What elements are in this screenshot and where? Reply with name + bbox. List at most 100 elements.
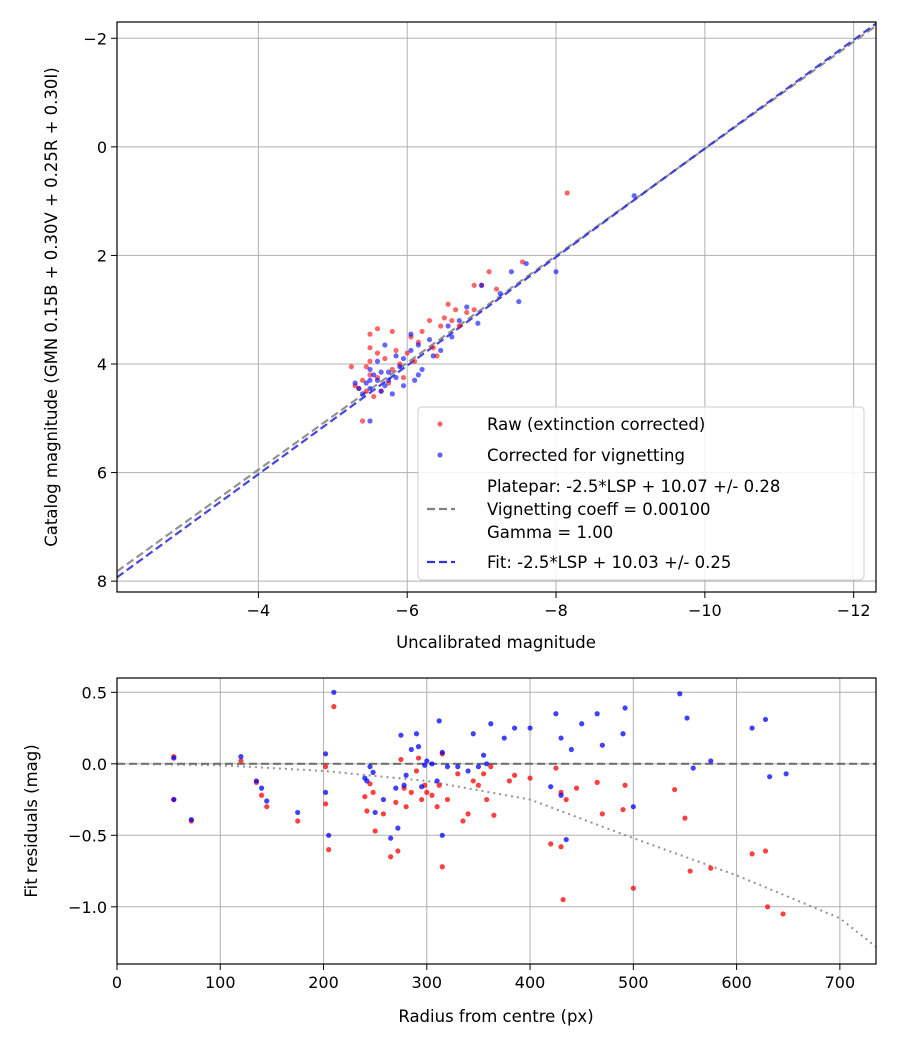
data-point: [471, 282, 477, 288]
y-tick-label: −2: [83, 29, 107, 48]
data-point: [258, 792, 265, 798]
data-point: [506, 778, 513, 784]
data-point: [452, 307, 459, 313]
data-point: [188, 816, 194, 823]
data-point: [439, 864, 445, 870]
data-point: [389, 366, 395, 373]
bottom-lines: [117, 762, 876, 948]
data-point: [380, 796, 387, 803]
data-point: [429, 792, 435, 798]
data-point: [398, 756, 404, 763]
data-point: [367, 372, 373, 378]
y-tick-label: 8: [97, 572, 107, 591]
data-point: [380, 811, 387, 817]
data-point: [419, 328, 425, 335]
data-point: [465, 768, 471, 774]
bottom-x-axis-label: Radius from centre (px): [398, 1007, 593, 1026]
data-point: [449, 317, 455, 324]
data-point: [363, 388, 369, 394]
data-point: [470, 731, 476, 737]
data-point: [424, 789, 430, 796]
data-point: [386, 377, 392, 383]
data-point: [408, 347, 414, 354]
y-tick-label: 4: [97, 355, 107, 374]
data-point: [594, 779, 600, 785]
data-point: [620, 731, 626, 737]
data-point: [558, 792, 564, 798]
data-point: [464, 309, 470, 316]
data-point: [382, 342, 388, 348]
data-point: [408, 789, 414, 796]
data-point: [348, 364, 354, 370]
data-point: [412, 358, 418, 364]
data-point: [436, 782, 442, 788]
data-point: [622, 705, 628, 711]
data-point: [767, 774, 773, 780]
legend: Raw (extinction corrected) Corrected for …: [417, 406, 865, 581]
data-point: [403, 804, 409, 810]
data-point: [322, 801, 329, 807]
data-point: [491, 812, 497, 818]
data-point: [322, 789, 329, 796]
data-point: [460, 818, 466, 824]
bottom-scatter-points: [171, 689, 789, 917]
data-point: [367, 418, 373, 424]
data-point: [367, 366, 373, 373]
y-tick-label: 6: [97, 464, 107, 483]
data-point: [295, 809, 301, 816]
data-point: [359, 418, 366, 424]
bottom-y-axis-label: Fit residuals (mag): [22, 744, 41, 897]
data-point: [465, 811, 471, 817]
data-point: [367, 345, 373, 351]
data-point: [441, 315, 448, 321]
data-point: [415, 755, 422, 761]
top-scatter-points: [348, 190, 637, 424]
data-point: [434, 353, 440, 359]
legend-label-platepar: Platepar: -2.5*LSP + 10.07 +/- 0.28 Vigne…: [487, 477, 780, 542]
data-point: [488, 764, 494, 770]
data-point: [749, 851, 755, 857]
data-point: [424, 758, 430, 764]
data-point: [434, 778, 440, 784]
data-point: [415, 744, 422, 750]
y-tick-label: 0.5: [82, 683, 107, 702]
data-point: [630, 885, 636, 891]
data-point: [548, 784, 554, 790]
data-point: [363, 380, 369, 386]
data-point: [682, 815, 688, 821]
data-point: [553, 711, 559, 717]
y-tick-label: 0: [97, 138, 107, 157]
data-point: [553, 269, 559, 275]
data-point: [359, 391, 366, 397]
data-point: [352, 380, 358, 386]
data-point: [579, 721, 585, 727]
data-point: [464, 304, 470, 310]
data-point: [486, 269, 492, 275]
data-point: [558, 844, 564, 850]
data-point: [362, 794, 368, 800]
residuals-plot: 0 100 200 300 400 500 600 700 0.5 0.0 −0.5 −1.0 Rad…: [22, 677, 877, 1026]
data-point: [367, 358, 373, 364]
data-point: [622, 782, 628, 788]
data-point: [374, 326, 381, 332]
data-point: [326, 832, 332, 838]
data-point: [370, 789, 376, 796]
data-point: [430, 353, 436, 359]
data-point: [444, 764, 451, 770]
data-point: [367, 764, 373, 770]
data-point: [393, 799, 399, 806]
data-point: [238, 758, 244, 764]
data-point: [480, 752, 487, 758]
data-point: [599, 742, 605, 748]
data-point: [456, 317, 462, 324]
data-point: [438, 347, 444, 354]
data-point: [395, 848, 401, 854]
data-point: [253, 778, 260, 784]
data-point: [393, 347, 399, 354]
legend-label-raw: Raw (extinction corrected): [487, 415, 705, 434]
data-point: [599, 811, 605, 817]
x-tick-label: −4: [247, 601, 271, 620]
data-point: [364, 778, 370, 784]
data-point: [367, 331, 373, 337]
data-point: [511, 772, 518, 778]
